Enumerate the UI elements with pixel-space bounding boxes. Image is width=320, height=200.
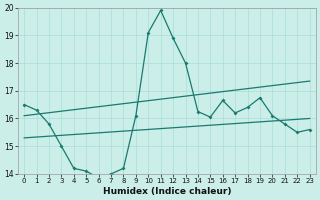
X-axis label: Humidex (Indice chaleur): Humidex (Indice chaleur) xyxy=(103,187,231,196)
